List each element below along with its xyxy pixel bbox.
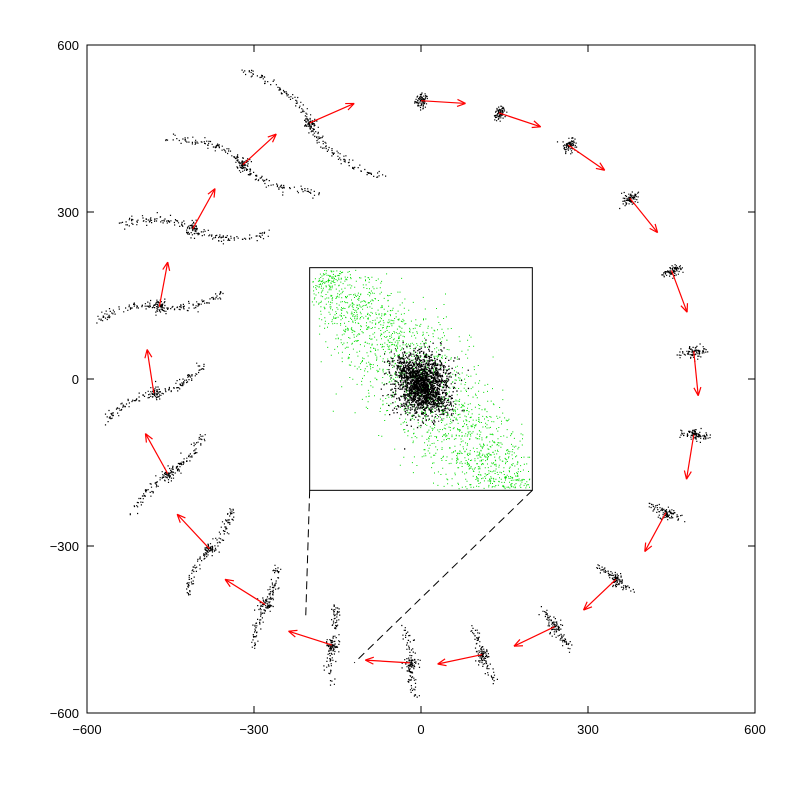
y-tick-label: 600 [57,38,79,53]
velocity-arrow [242,133,277,166]
galaxy-cluster [401,624,421,698]
velocity-arrow [644,512,667,553]
velocity-arrow [568,144,606,171]
velocity-arrow [498,112,542,129]
velocity-arrow [309,102,355,124]
galaxy-cluster [538,606,573,653]
cluster-points [676,343,709,362]
velocity-arrow [288,629,333,646]
velocity-arrow [420,98,466,107]
inset-connectors [305,489,533,664]
velocity-arrow [582,578,617,611]
velocity-arrow [693,351,702,396]
velocity-arrow [683,434,695,480]
galaxy-cluster [556,137,579,155]
galaxy-cluster [118,212,270,245]
y-axis: −600 −300 0 300 600 [50,38,755,721]
cluster-points [104,362,205,426]
cluster-points [129,434,206,516]
galaxy-cluster [241,69,387,178]
galaxy-cluster [679,427,711,443]
cluster-points [661,264,684,279]
cluster-points [96,291,224,324]
galaxy-cluster [129,434,206,516]
galaxy-cluster [470,625,498,685]
galaxy-cluster [104,362,205,426]
y-tick-label: −600 [50,706,79,721]
galaxy-cluster [251,564,282,649]
cluster-points [241,69,387,178]
cluster-points [401,624,421,698]
x-tick-label: 300 [577,722,599,737]
cluster-points [619,191,640,210]
galaxy-cluster [619,191,640,210]
velocity-arrow [629,197,659,234]
velocity-arrow [192,188,216,229]
velocity-arrow [224,578,266,605]
inset-connector-left [305,490,311,619]
velocity-arrow [176,513,210,550]
y-tick-label: 0 [72,372,79,387]
cluster-points [470,625,498,685]
galaxy-cluster [165,133,320,199]
arrows-layer [144,98,702,667]
inset-panel [309,267,533,491]
inset-core-stars [380,339,470,450]
velocity-arrow [144,433,169,474]
x-tick-label: 600 [744,722,766,737]
cluster-points [556,137,579,155]
cluster-points [414,92,428,111]
cluster-points [596,564,635,593]
galaxy-cluster [676,343,709,362]
cluster-points [538,606,573,653]
y-tick-label: 300 [57,205,79,220]
velocity-arrow [513,626,555,647]
cluster-points [118,212,270,245]
x-tick-label: 0 [417,722,424,737]
galaxy-cluster [661,264,684,279]
velocity-arrow [158,261,171,307]
cluster-points [679,427,711,443]
cluster-points [251,564,282,649]
x-tick-label: −300 [239,722,268,737]
velocity-arrow [437,653,483,667]
galaxy-cluster [596,564,635,593]
velocity-arrow [670,270,689,313]
cluster-points [648,502,686,523]
x-axis: −600 −300 0 300 600 [72,45,766,737]
cluster-points [165,133,320,199]
galaxy-cluster [648,502,686,523]
inset-connector-right [353,489,533,664]
y-tick-label: −300 [50,539,79,554]
x-tick-label: −600 [72,722,101,737]
galaxy-cluster [96,291,224,324]
velocity-arrow [144,349,155,394]
galaxy-cluster [414,92,428,111]
velocity-arrow [365,656,410,665]
clusters-layer [96,69,711,698]
